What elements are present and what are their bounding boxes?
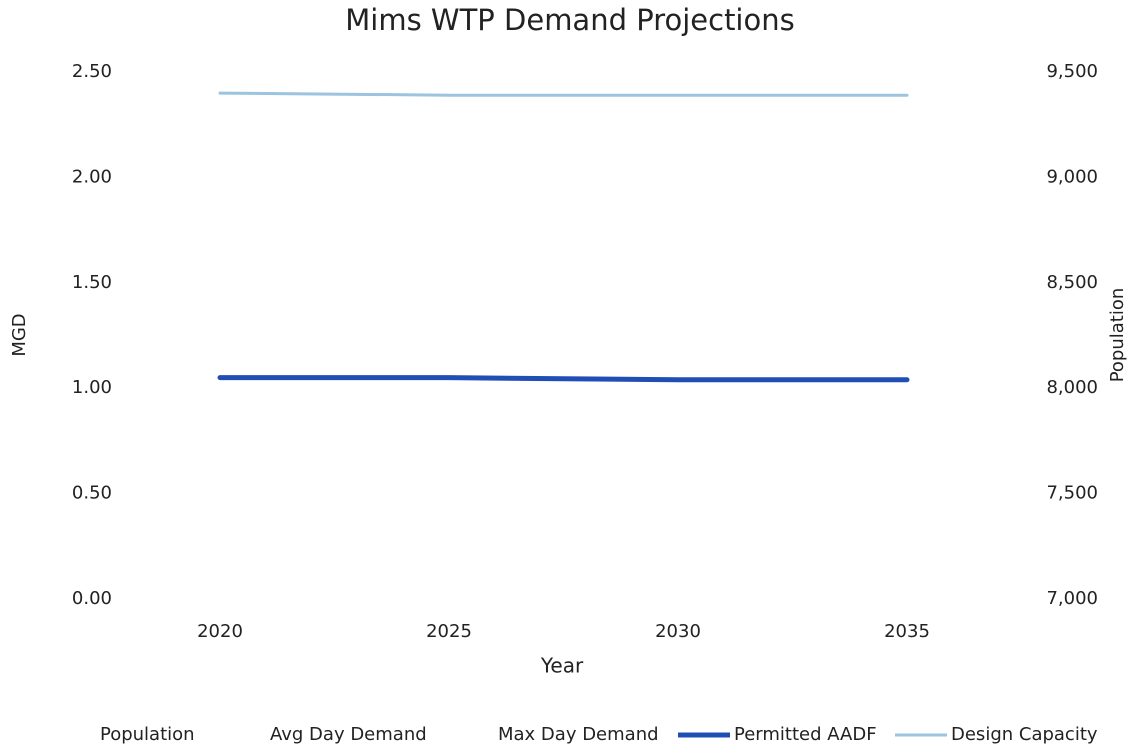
legend-label: Max Day Demand [498, 724, 659, 745]
series-line [217, 375, 910, 383]
legend-label: Design Capacity [951, 724, 1098, 745]
y-axis-label: MGD [9, 313, 30, 356]
x-tick-label: 2020 [197, 621, 243, 642]
y2-axis-label: Population [1107, 288, 1128, 383]
y2-tick-label: 9,500 [1046, 61, 1098, 82]
x-tick-label: 2030 [655, 621, 701, 642]
y-tick-label: 1.50 [72, 272, 112, 293]
chart-title: Mims WTP Demand Projections [345, 3, 794, 37]
y-tick-label: 0.50 [72, 483, 112, 504]
y-tick-label: 1.00 [72, 377, 112, 398]
y2-tick-label: 7,500 [1046, 483, 1098, 504]
x-axis-label: Year [540, 654, 584, 678]
y-tick-label: 0.00 [72, 588, 112, 609]
y-tick-label: 2.00 [72, 166, 112, 187]
y2-tick-label: 7,000 [1046, 588, 1098, 609]
x-tick-label: 2025 [426, 621, 472, 642]
x-tick-label: 2035 [884, 621, 930, 642]
legend-label: Population [100, 724, 195, 745]
y2-tick-label: 8,000 [1046, 377, 1098, 398]
y2-tick-label: 9,000 [1046, 166, 1098, 187]
y-tick-label: 2.50 [72, 61, 112, 82]
legend-label: Avg Day Demand [270, 724, 427, 745]
y2-tick-label: 8,500 [1046, 272, 1098, 293]
series-line [218, 91, 909, 97]
legend-label: Permitted AADF [734, 724, 877, 745]
